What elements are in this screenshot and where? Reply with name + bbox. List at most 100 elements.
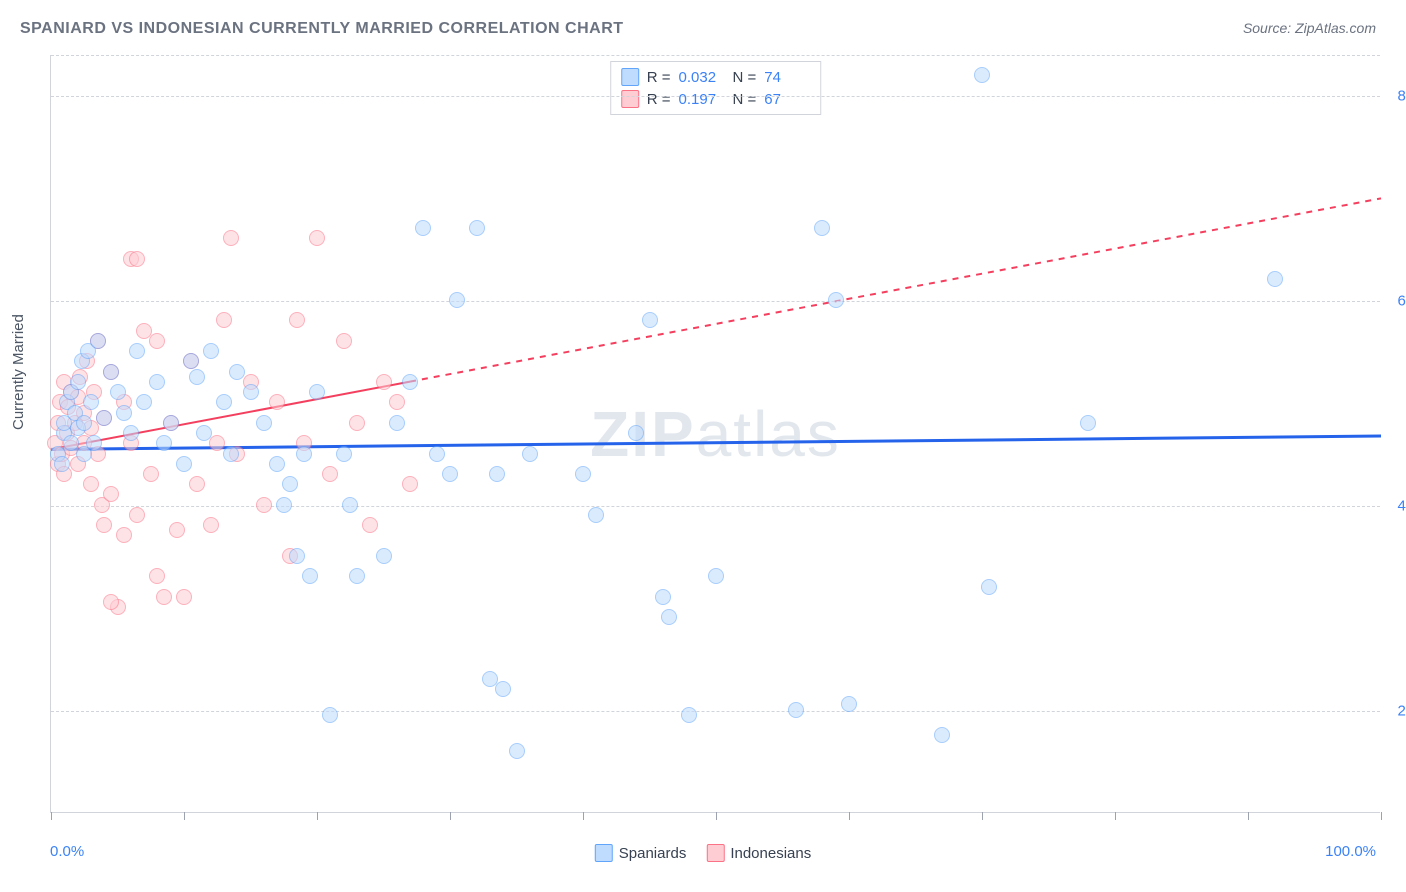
spaniards-point (176, 456, 192, 472)
indonesians-point (216, 312, 232, 328)
x-tick (1381, 812, 1382, 820)
legend-label: Indonesians (730, 845, 811, 862)
spaniards-point (309, 384, 325, 400)
source-attribution: Source: ZipAtlas.com (1243, 20, 1376, 36)
y-tick-label: 60.0% (1397, 292, 1406, 309)
spaniards-point (469, 220, 485, 236)
chart-container: SPANIARD VS INDONESIAN CURRENTLY MARRIED… (0, 0, 1406, 892)
indonesians-point (176, 589, 192, 605)
indonesians-point (189, 476, 205, 492)
indonesians-point (389, 394, 405, 410)
spaniards-point (216, 394, 232, 410)
spaniards-point (223, 446, 239, 462)
x-tick (450, 812, 451, 820)
n-value: 74 (764, 69, 810, 86)
spaniards-point (655, 589, 671, 605)
spaniards-point (322, 707, 338, 723)
spaniards-point (575, 466, 591, 482)
legend-swatch (621, 68, 639, 86)
legend-swatch (621, 90, 639, 108)
spaniards-point (302, 568, 318, 584)
spaniards-point (342, 497, 358, 513)
spaniards-point (156, 435, 172, 451)
legend-swatch (706, 844, 724, 862)
gridline (51, 301, 1380, 302)
x-tick (1248, 812, 1249, 820)
trend-lines-layer (51, 55, 1380, 812)
legend-row-spaniards: R = 0.032N = 74 (621, 66, 811, 88)
plot-area: ZIPatlas R = 0.032N = 74R = 0.197N = 67 … (50, 55, 1380, 813)
indonesians-point (116, 527, 132, 543)
spaniards-point (828, 292, 844, 308)
indonesians-point (83, 476, 99, 492)
x-tick (716, 812, 717, 820)
spaniards-point (116, 405, 132, 421)
indonesians-point (149, 568, 165, 584)
indonesians-point (322, 466, 338, 482)
indonesians-point (143, 466, 159, 482)
legend-row-indonesians: R = 0.197N = 67 (621, 88, 811, 110)
spaniards-point (269, 456, 285, 472)
spaniards-point (389, 415, 405, 431)
indonesians-point (402, 476, 418, 492)
spaniards-point (708, 568, 724, 584)
gridline (51, 506, 1380, 507)
r-value: 0.197 (679, 91, 725, 108)
spaniards-point (1267, 271, 1283, 287)
spaniards-point (449, 292, 465, 308)
indonesians-point (289, 312, 305, 328)
spaniards-point (103, 364, 119, 380)
indonesians-point (256, 497, 272, 513)
y-axis-label: Currently Married (10, 314, 27, 430)
r-label: R = (647, 91, 671, 108)
spaniards-point (336, 446, 352, 462)
series-legend: Spaniards Indonesians (595, 844, 811, 862)
x-tick (982, 812, 983, 820)
gridline (51, 96, 1380, 97)
spaniards-point (86, 435, 102, 451)
spaniards-trendline-solid (51, 436, 1381, 449)
spaniards-point (276, 497, 292, 513)
x-tick (1115, 812, 1116, 820)
spaniards-point (429, 446, 445, 462)
indonesians-point (129, 507, 145, 523)
indonesians-point (223, 230, 239, 246)
spaniards-point (974, 67, 990, 83)
spaniards-point (628, 425, 644, 441)
spaniards-point (981, 579, 997, 595)
spaniards-point (83, 394, 99, 410)
spaniards-point (163, 415, 179, 431)
spaniards-point (76, 415, 92, 431)
indonesians-point (376, 374, 392, 390)
n-value: 67 (764, 91, 810, 108)
indonesians-trendline-dashed (410, 198, 1381, 381)
spaniards-point (96, 410, 112, 426)
legend-item-spaniards: Spaniards (595, 844, 687, 862)
spaniards-point (196, 425, 212, 441)
spaniards-point (189, 369, 205, 385)
x-tick (51, 812, 52, 820)
gridline (51, 711, 1380, 712)
x-axis-max-label: 100.0% (1325, 843, 1376, 860)
indonesians-point (96, 517, 112, 533)
y-tick-label: 20.0% (1397, 702, 1406, 719)
spaniards-point (110, 384, 126, 400)
spaniards-point (814, 220, 830, 236)
indonesians-point (129, 251, 145, 267)
y-tick-label: 80.0% (1397, 87, 1406, 104)
indonesians-point (336, 333, 352, 349)
indonesians-point (362, 517, 378, 533)
spaniards-point (203, 343, 219, 359)
spaniards-point (522, 446, 538, 462)
spaniards-point (934, 727, 950, 743)
n-label: N = (733, 69, 757, 86)
indonesians-point (349, 415, 365, 431)
spaniards-point (282, 476, 298, 492)
spaniards-point (289, 548, 305, 564)
spaniards-point (588, 507, 604, 523)
x-axis-min-label: 0.0% (50, 843, 84, 860)
spaniards-point (129, 343, 145, 359)
spaniards-point (681, 707, 697, 723)
x-tick (317, 812, 318, 820)
x-tick (184, 812, 185, 820)
